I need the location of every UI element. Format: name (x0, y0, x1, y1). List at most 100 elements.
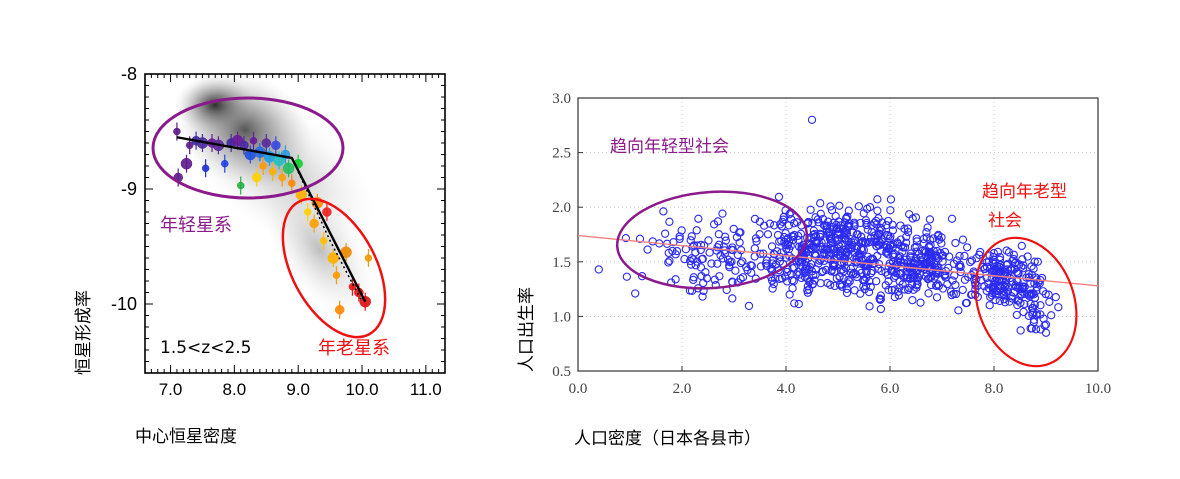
right-point (696, 263, 706, 272)
young-galaxy-ellipse (151, 96, 345, 200)
left-ytick-label: -9 (121, 179, 137, 199)
left-point (319, 237, 328, 245)
right-point (776, 220, 785, 229)
right-point (1010, 258, 1019, 268)
right-point (987, 291, 997, 300)
young-society-ellipse (615, 190, 809, 290)
right-point (951, 280, 960, 290)
right-point (622, 272, 632, 281)
right-point (894, 291, 903, 300)
right-point (689, 241, 699, 250)
right-point (848, 228, 858, 237)
right-point (876, 295, 885, 304)
right-point (966, 257, 975, 267)
right-point (790, 299, 799, 308)
right-point (631, 289, 640, 298)
right-ytick-label: 2.5 (552, 146, 571, 162)
left-point (288, 179, 296, 187)
right-point (1011, 282, 1021, 292)
right-point (782, 267, 792, 277)
right-point (895, 252, 904, 261)
right-point (881, 281, 890, 290)
right-point (664, 258, 673, 267)
right-point (1039, 314, 1048, 323)
right-xlabel: 人口密度（日本各县市） (574, 429, 761, 449)
right-point (898, 247, 907, 256)
left-point (185, 141, 194, 150)
right-point (884, 244, 894, 253)
right-point (856, 239, 866, 248)
right-point (800, 273, 810, 282)
left-xtick-label: 9.0 (286, 380, 310, 399)
right-point (687, 232, 696, 241)
right-point (999, 286, 1008, 296)
right-point (1016, 326, 1025, 335)
right-point (728, 294, 737, 303)
right-point (874, 236, 883, 246)
right-point (958, 285, 967, 295)
right-point (938, 257, 947, 266)
right-xtick-label: 2.0 (673, 381, 692, 397)
left-point (271, 140, 281, 151)
right-point (750, 244, 759, 253)
right-point (844, 206, 853, 215)
right-point (835, 242, 844, 251)
right-point (1044, 290, 1053, 299)
right-point (912, 242, 921, 252)
old-society-ellipse (974, 236, 1078, 368)
right-point (1036, 301, 1045, 310)
right-point (873, 195, 882, 204)
right-point (665, 256, 674, 266)
right-point (876, 295, 885, 304)
right-point (1020, 299, 1029, 309)
right-point (1029, 264, 1038, 273)
right-point (839, 274, 848, 284)
right-ytick-label: 1.0 (552, 309, 571, 325)
right-point (976, 247, 985, 257)
right-point (738, 257, 747, 266)
right-point (1012, 310, 1021, 320)
right-point (887, 285, 897, 295)
right-point (675, 232, 684, 241)
right-point (1024, 273, 1033, 282)
right-point (932, 281, 941, 290)
right-point (947, 290, 956, 300)
right-point (866, 282, 875, 292)
right-point (1019, 261, 1028, 270)
right-point (865, 202, 875, 212)
right-point (790, 263, 799, 272)
right-point (911, 213, 921, 222)
right-point (988, 266, 997, 276)
right-point (777, 274, 787, 283)
right-point (912, 234, 921, 243)
right-point (643, 245, 652, 254)
right-point (830, 244, 839, 253)
right-point (904, 285, 913, 295)
left-xtick-label: 11.0 (410, 380, 442, 399)
right-point (1000, 282, 1010, 291)
left-point (180, 157, 193, 170)
right-point (812, 238, 822, 247)
right-point (721, 236, 731, 245)
right-point (788, 235, 798, 245)
right-point (932, 293, 942, 302)
right-point (912, 237, 922, 246)
right-point (692, 226, 701, 235)
right-point (796, 229, 806, 238)
right-point (659, 207, 668, 216)
right-point (794, 299, 803, 309)
right-point (698, 292, 707, 301)
right-point (1002, 246, 1011, 255)
right-point (991, 257, 1000, 267)
right-point (864, 287, 874, 297)
right-point (993, 247, 1003, 257)
right-point (888, 226, 898, 235)
right-point (946, 287, 956, 296)
left-point (221, 159, 229, 168)
right-ytick-label: 1.5 (552, 255, 571, 271)
right-point (806, 205, 815, 214)
right-point (731, 266, 740, 275)
right-point (850, 222, 859, 231)
right-ytick-label: 3.0 (552, 91, 571, 107)
